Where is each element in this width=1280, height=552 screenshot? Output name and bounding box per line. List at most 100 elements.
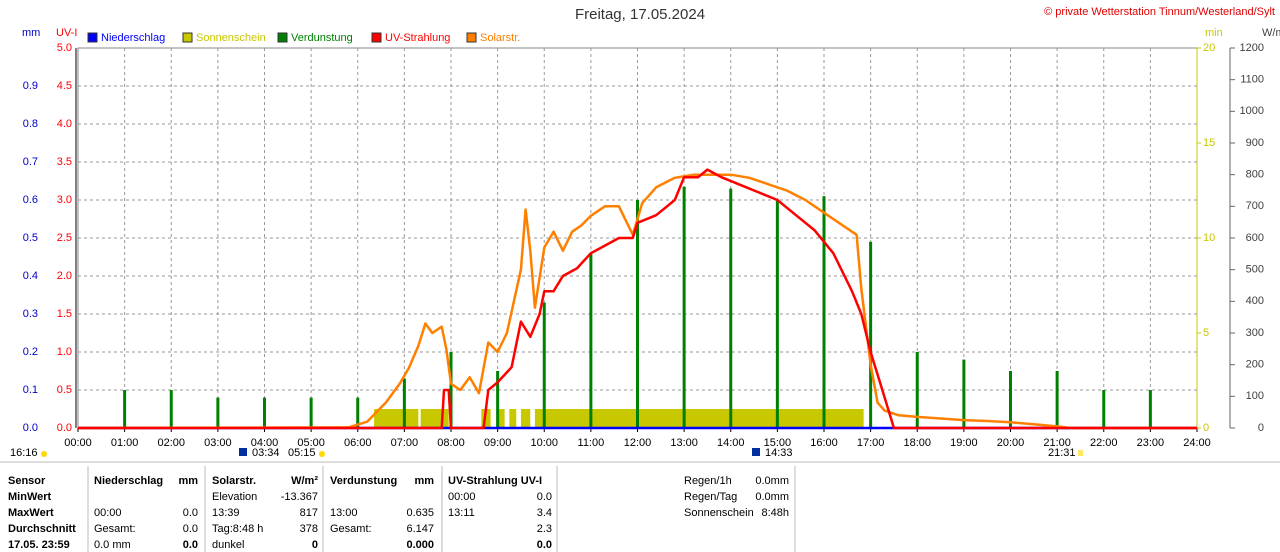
summary-cell: 0.000: [406, 539, 434, 551]
summary-cell: 0.0mm: [755, 475, 789, 487]
sunshine-block: [509, 409, 517, 428]
annotation: 21:31: [1048, 447, 1076, 459]
summary-cell: mm: [178, 475, 198, 487]
bar: [1009, 371, 1012, 428]
legend-swatch: [371, 32, 382, 43]
y-tick-label: 0.6: [23, 194, 38, 206]
y-tick-label: 0.5: [23, 232, 38, 244]
summary-cell: 0.0: [183, 539, 198, 551]
summary-cell: 817: [300, 507, 318, 519]
annotation: 05:15: [288, 447, 316, 459]
legend-label: UV-Strahlung: [385, 32, 450, 44]
sun-icon: [1078, 450, 1083, 456]
source: © private Wetterstation Tinnum/Westerlan…: [1044, 6, 1275, 18]
y-tick-label: 500: [1246, 264, 1264, 276]
x-tick-label: 03:00: [204, 437, 232, 449]
moon-icon: [752, 448, 760, 456]
x-tick-label: 11:00: [578, 437, 605, 449]
summary-cell: 13:11: [448, 507, 475, 519]
sunshine-block: [497, 409, 505, 428]
bar: [1148, 390, 1152, 428]
annotation: 14:33: [765, 447, 793, 459]
y-tick-label: 1.5: [57, 308, 72, 320]
y-tick-label: 0.9: [23, 80, 38, 92]
summary-cell: 13:00: [330, 507, 358, 519]
sun-icon: [319, 451, 325, 457]
x-tick-label: 22:00: [1090, 437, 1118, 449]
x-tick-label: 01:00: [111, 437, 139, 449]
summary-cell: Durchschnitt: [8, 523, 76, 535]
y-tick-label: 15: [1203, 137, 1215, 149]
y-tick-label: 20: [1203, 42, 1215, 54]
y-tick-label: 900: [1246, 137, 1264, 149]
summary-cell: Niederschlag: [94, 475, 163, 487]
summary-cell: MinWert: [8, 491, 52, 503]
summary-cell: Sonnenschein: [684, 507, 754, 519]
series-line: [78, 168, 1197, 430]
x-tick-label: 07:00: [391, 437, 419, 449]
x-tick-label: 14:00: [717, 437, 745, 449]
y-tick-label: 0: [1258, 422, 1264, 434]
summary-cell: 8:48h: [761, 507, 789, 519]
summary-cell: 0.0 mm: [94, 539, 131, 551]
summary-cell: 0.0: [183, 523, 198, 535]
x-tick-label: 17:00: [857, 437, 885, 449]
y-tick-label: 3.5: [57, 156, 72, 168]
bar: [1102, 390, 1106, 428]
legend-label: Sonnenschein: [196, 32, 266, 44]
y-tick-label: 1200: [1240, 42, 1264, 54]
bar: [729, 188, 733, 428]
summary-cell: 13:39: [212, 507, 240, 519]
summary-cell: 2.3: [537, 523, 552, 535]
x-tick-label: 21:00: [1043, 437, 1071, 449]
summary-cell: dunkel: [212, 539, 244, 551]
bar: [169, 390, 173, 428]
x-tick-label: 09:00: [484, 437, 512, 449]
bar: [1055, 371, 1059, 428]
axis-unit: W/m²: [1262, 27, 1280, 39]
summary-cell: Regen/Tag: [684, 491, 737, 503]
axis-unit: UV-I: [56, 27, 77, 39]
y-tick-label: 200: [1246, 359, 1264, 371]
summary-cell: 00:00: [448, 491, 476, 503]
bar: [589, 253, 593, 428]
y-tick-label: 100: [1246, 390, 1264, 402]
summary-cell: W/m²: [291, 475, 318, 487]
summary-cell: UV-Strahlung UV-I: [448, 475, 542, 487]
y-tick-label: 0: [1203, 422, 1209, 434]
bar: [869, 241, 873, 428]
bar: [775, 200, 779, 428]
legend-label: Niederschlag: [101, 32, 165, 44]
sun-icon: [41, 451, 47, 457]
summary-cell: 6.147: [406, 523, 434, 535]
chart-title: Freitag, 17.05.2024: [575, 6, 705, 23]
y-tick-label: 0.0: [23, 422, 38, 434]
axis-unit: min: [1205, 27, 1223, 39]
summary-cell: mm: [414, 475, 434, 487]
summary-cell: -13.367: [281, 491, 318, 503]
summary-cell: Verdunstung: [330, 475, 397, 487]
x-tick-label: 18:00: [903, 437, 931, 449]
axis-unit: mm: [22, 27, 40, 39]
y-tick-label: 5.0: [57, 42, 72, 54]
summary-cell: Tag:8:48 h: [212, 523, 263, 535]
bar: [636, 200, 639, 428]
summary-cell: 0.0: [183, 507, 198, 519]
legend-label: Verdunstung: [291, 32, 353, 44]
summary-cell: Gesamt:: [94, 523, 136, 535]
x-tick-label: 13:00: [670, 437, 698, 449]
y-tick-label: 1.0: [57, 346, 72, 358]
legend-swatch: [277, 32, 288, 43]
summary-cell: Elevation: [212, 491, 257, 503]
x-tick-label: 12:00: [624, 437, 652, 449]
y-tick-label: 10: [1203, 232, 1215, 244]
bar: [915, 352, 919, 428]
summary-cell: 00:00: [94, 507, 122, 519]
x-tick-label: 02:00: [157, 437, 185, 449]
bar: [449, 352, 453, 428]
y-tick-label: 4.0: [57, 118, 72, 130]
summary-cell: MaxWert: [8, 507, 54, 519]
x-tick-label: 15:00: [764, 437, 792, 449]
y-tick-label: 2.0: [57, 270, 72, 282]
